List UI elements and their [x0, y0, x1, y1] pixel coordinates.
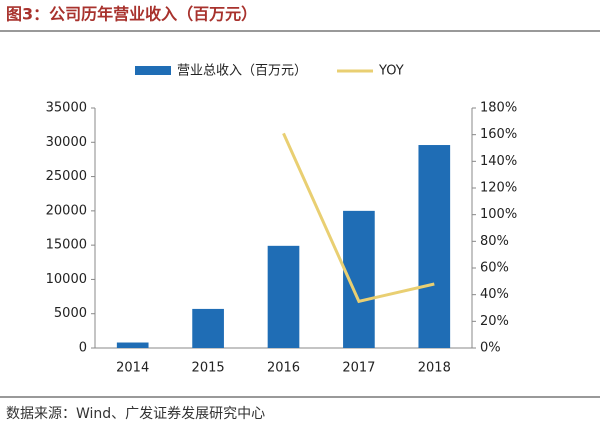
y2-tick-label: 120%: [480, 181, 517, 196]
x-tick-label: 2015: [192, 361, 225, 376]
bar: [192, 308, 224, 348]
y2-tick-label: 40%: [480, 287, 509, 302]
y2-tick-label: 180%: [480, 101, 517, 116]
x-tick-label: 2014: [116, 361, 149, 376]
y2-tick-label: 140%: [480, 154, 517, 169]
source-note: 数据来源：Wind、广发证券发展研究中心: [6, 406, 265, 422]
x-tick-label: 2017: [342, 361, 375, 376]
legend-label: YOY: [378, 64, 404, 79]
y-tick-label: 15000: [46, 238, 87, 253]
y2-tick-label: 80%: [480, 234, 509, 249]
y2-tick-label: 160%: [480, 127, 517, 142]
y-tick-label: 20000: [46, 203, 87, 218]
y2-tick-label: 100%: [480, 207, 517, 222]
y-tick-label: 5000: [54, 306, 87, 321]
y-tick-label: 35000: [46, 101, 87, 116]
line-series: [282, 132, 435, 304]
y2-tick-label: 60%: [480, 261, 509, 276]
y-tick-label: 30000: [46, 135, 87, 150]
legend-swatch: [135, 66, 171, 75]
y-tick-label: 0: [79, 341, 87, 356]
bar: [267, 245, 300, 348]
bar: [116, 342, 149, 348]
x-tick-label: 2016: [267, 361, 300, 376]
legend-label: 营业总收入（百万元）: [177, 64, 307, 79]
y-tick-label: 25000: [46, 169, 87, 184]
y2-tick-label: 0%: [480, 341, 501, 356]
y-tick-label: 10000: [46, 272, 87, 287]
chart-title: 图3：公司历年营业收入（百万元）: [6, 5, 257, 24]
x-tick-label: 2018: [418, 361, 451, 376]
bar: [418, 145, 451, 348]
y2-tick-label: 20%: [480, 314, 509, 329]
